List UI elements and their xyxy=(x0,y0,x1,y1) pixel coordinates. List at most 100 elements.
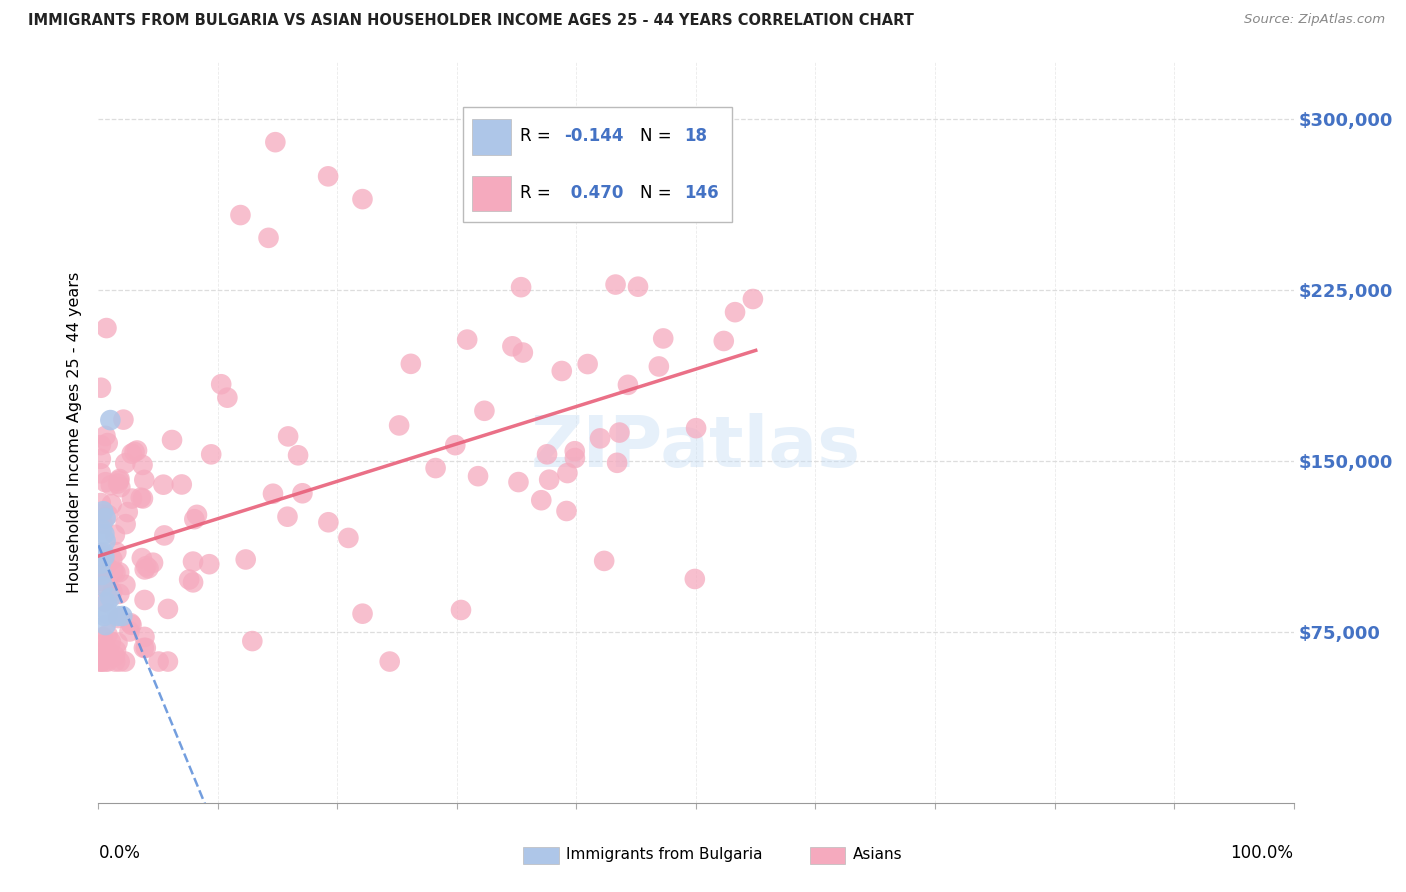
Point xyxy=(156,602,179,616)
Point xyxy=(564,451,586,466)
Point xyxy=(91,630,114,644)
Point xyxy=(337,531,360,545)
Point xyxy=(138,561,160,575)
Point xyxy=(94,558,117,573)
Point xyxy=(90,564,112,578)
Text: -0.144: -0.144 xyxy=(565,128,624,145)
Point xyxy=(91,545,114,559)
Point xyxy=(107,635,129,649)
Point xyxy=(94,475,117,490)
Point xyxy=(110,480,132,494)
Point xyxy=(93,609,115,624)
Point xyxy=(105,545,128,559)
FancyBboxPatch shape xyxy=(523,847,558,863)
Point xyxy=(91,637,114,651)
Point xyxy=(450,603,472,617)
Point xyxy=(98,413,122,427)
Point xyxy=(501,339,523,353)
Point xyxy=(100,635,122,649)
Point xyxy=(121,617,143,632)
Point xyxy=(90,655,112,669)
Point xyxy=(617,377,640,392)
Point xyxy=(90,557,112,571)
Point xyxy=(112,412,135,426)
Point xyxy=(683,572,706,586)
Point xyxy=(101,584,124,599)
Text: 0.0%: 0.0% xyxy=(98,844,141,862)
Point xyxy=(104,648,127,663)
Point xyxy=(564,444,586,458)
Text: R =: R = xyxy=(520,185,557,202)
Point xyxy=(318,515,340,529)
Text: ZIPatlas: ZIPatlas xyxy=(531,413,860,482)
Point xyxy=(257,231,280,245)
Point xyxy=(135,640,157,655)
Point xyxy=(114,456,136,470)
Point xyxy=(93,578,115,592)
Point xyxy=(508,475,530,489)
Point xyxy=(96,627,118,641)
Point xyxy=(104,566,127,580)
Point xyxy=(648,359,671,374)
Point xyxy=(277,429,299,443)
Point xyxy=(90,496,112,510)
Point xyxy=(316,169,339,184)
Text: Asians: Asians xyxy=(852,847,903,863)
Point xyxy=(129,491,152,505)
Point xyxy=(90,438,112,452)
Point xyxy=(388,418,411,433)
Point xyxy=(111,609,134,624)
Text: N =: N = xyxy=(640,128,676,145)
Point xyxy=(474,404,496,418)
Point xyxy=(576,357,599,371)
Point xyxy=(107,611,129,625)
Point xyxy=(90,655,112,669)
Point xyxy=(121,491,143,506)
Text: Source: ZipAtlas.com: Source: ZipAtlas.com xyxy=(1244,13,1385,27)
Point xyxy=(90,561,112,575)
Point xyxy=(114,517,136,532)
Point xyxy=(94,655,117,669)
Point xyxy=(93,595,115,609)
Point xyxy=(107,609,129,624)
Point xyxy=(91,574,114,588)
Point xyxy=(160,433,183,447)
Point xyxy=(94,511,117,525)
Point xyxy=(90,467,112,481)
Point xyxy=(90,381,112,395)
Point xyxy=(170,477,193,491)
Text: R =: R = xyxy=(520,128,557,145)
Point xyxy=(96,321,118,335)
Point xyxy=(536,447,558,461)
Point xyxy=(456,333,478,347)
Point xyxy=(179,573,201,587)
Point xyxy=(90,546,112,560)
Y-axis label: Householder Income Ages 25 - 44 years: Householder Income Ages 25 - 44 years xyxy=(67,272,83,593)
Point xyxy=(510,280,533,294)
Point xyxy=(291,486,314,500)
Point xyxy=(104,527,127,541)
Point xyxy=(551,364,574,378)
Point xyxy=(91,523,114,537)
Point xyxy=(108,587,131,601)
Point xyxy=(538,473,561,487)
Point xyxy=(134,630,156,644)
Point xyxy=(100,478,122,492)
Point xyxy=(593,554,616,568)
Point xyxy=(198,558,221,572)
Point xyxy=(235,552,257,566)
Point xyxy=(97,607,120,621)
Point xyxy=(134,473,156,487)
Point xyxy=(94,533,117,548)
Point xyxy=(93,557,115,571)
Point xyxy=(114,578,136,592)
Point xyxy=(217,391,239,405)
Point xyxy=(605,277,627,292)
Point xyxy=(352,192,374,206)
Point xyxy=(713,334,735,348)
Point xyxy=(181,555,204,569)
Text: 146: 146 xyxy=(685,185,718,202)
Point xyxy=(555,504,578,518)
Point xyxy=(378,655,401,669)
Point xyxy=(512,345,534,359)
